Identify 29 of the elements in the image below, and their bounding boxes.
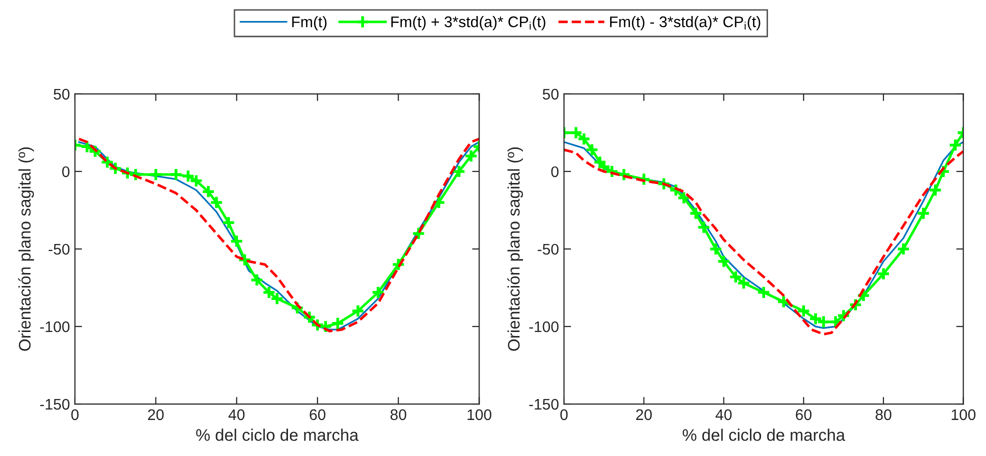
x-tick-label: 100: [468, 409, 492, 420]
y-axis-title: Orientación plano sagital (º): [507, 147, 523, 351]
x-axis-title: % del ciclo de marcha: [196, 428, 359, 441]
y-tick-label: 50: [54, 88, 70, 100]
x-tick-label: 80: [390, 409, 406, 420]
legend-label: Fm(t): [292, 16, 327, 30]
y-tick-label: -150: [529, 398, 559, 410]
legend-label: Fm(t) - 3*std(a)* CP$_{i}$(t): [610, 16, 760, 30]
x-tick-label: 60: [310, 409, 326, 420]
x-tick-label: 20: [636, 409, 652, 420]
x-tick-label: 40: [228, 409, 245, 420]
x-tick-label: 80: [876, 409, 892, 420]
legend-label: Fm(t) + 3*std(a)* CP$_{i}$(t): [391, 16, 546, 30]
x-tick-label: 0: [71, 409, 79, 420]
x-tick-label: 100: [952, 409, 976, 420]
x-tick-label: 0: [560, 409, 568, 420]
y-tick-label: 50: [542, 88, 559, 100]
y-tick-label: 0: [62, 166, 70, 178]
y-axis-title: Orientación plano sagital (º): [18, 147, 34, 351]
y-tick-label: -100: [529, 321, 559, 332]
y-tick-label: -50: [538, 244, 559, 255]
y-tick-label: -150: [40, 398, 70, 410]
y-tick-label: 0: [551, 166, 559, 178]
x-tick-label: 60: [796, 409, 812, 420]
y-tick-label: -50: [48, 244, 70, 255]
x-tick-label: 40: [716, 409, 732, 420]
x-axis-title: % del ciclo de marcha: [682, 428, 846, 441]
x-tick-label: 20: [148, 409, 164, 420]
y-tick-label: -100: [40, 321, 70, 332]
